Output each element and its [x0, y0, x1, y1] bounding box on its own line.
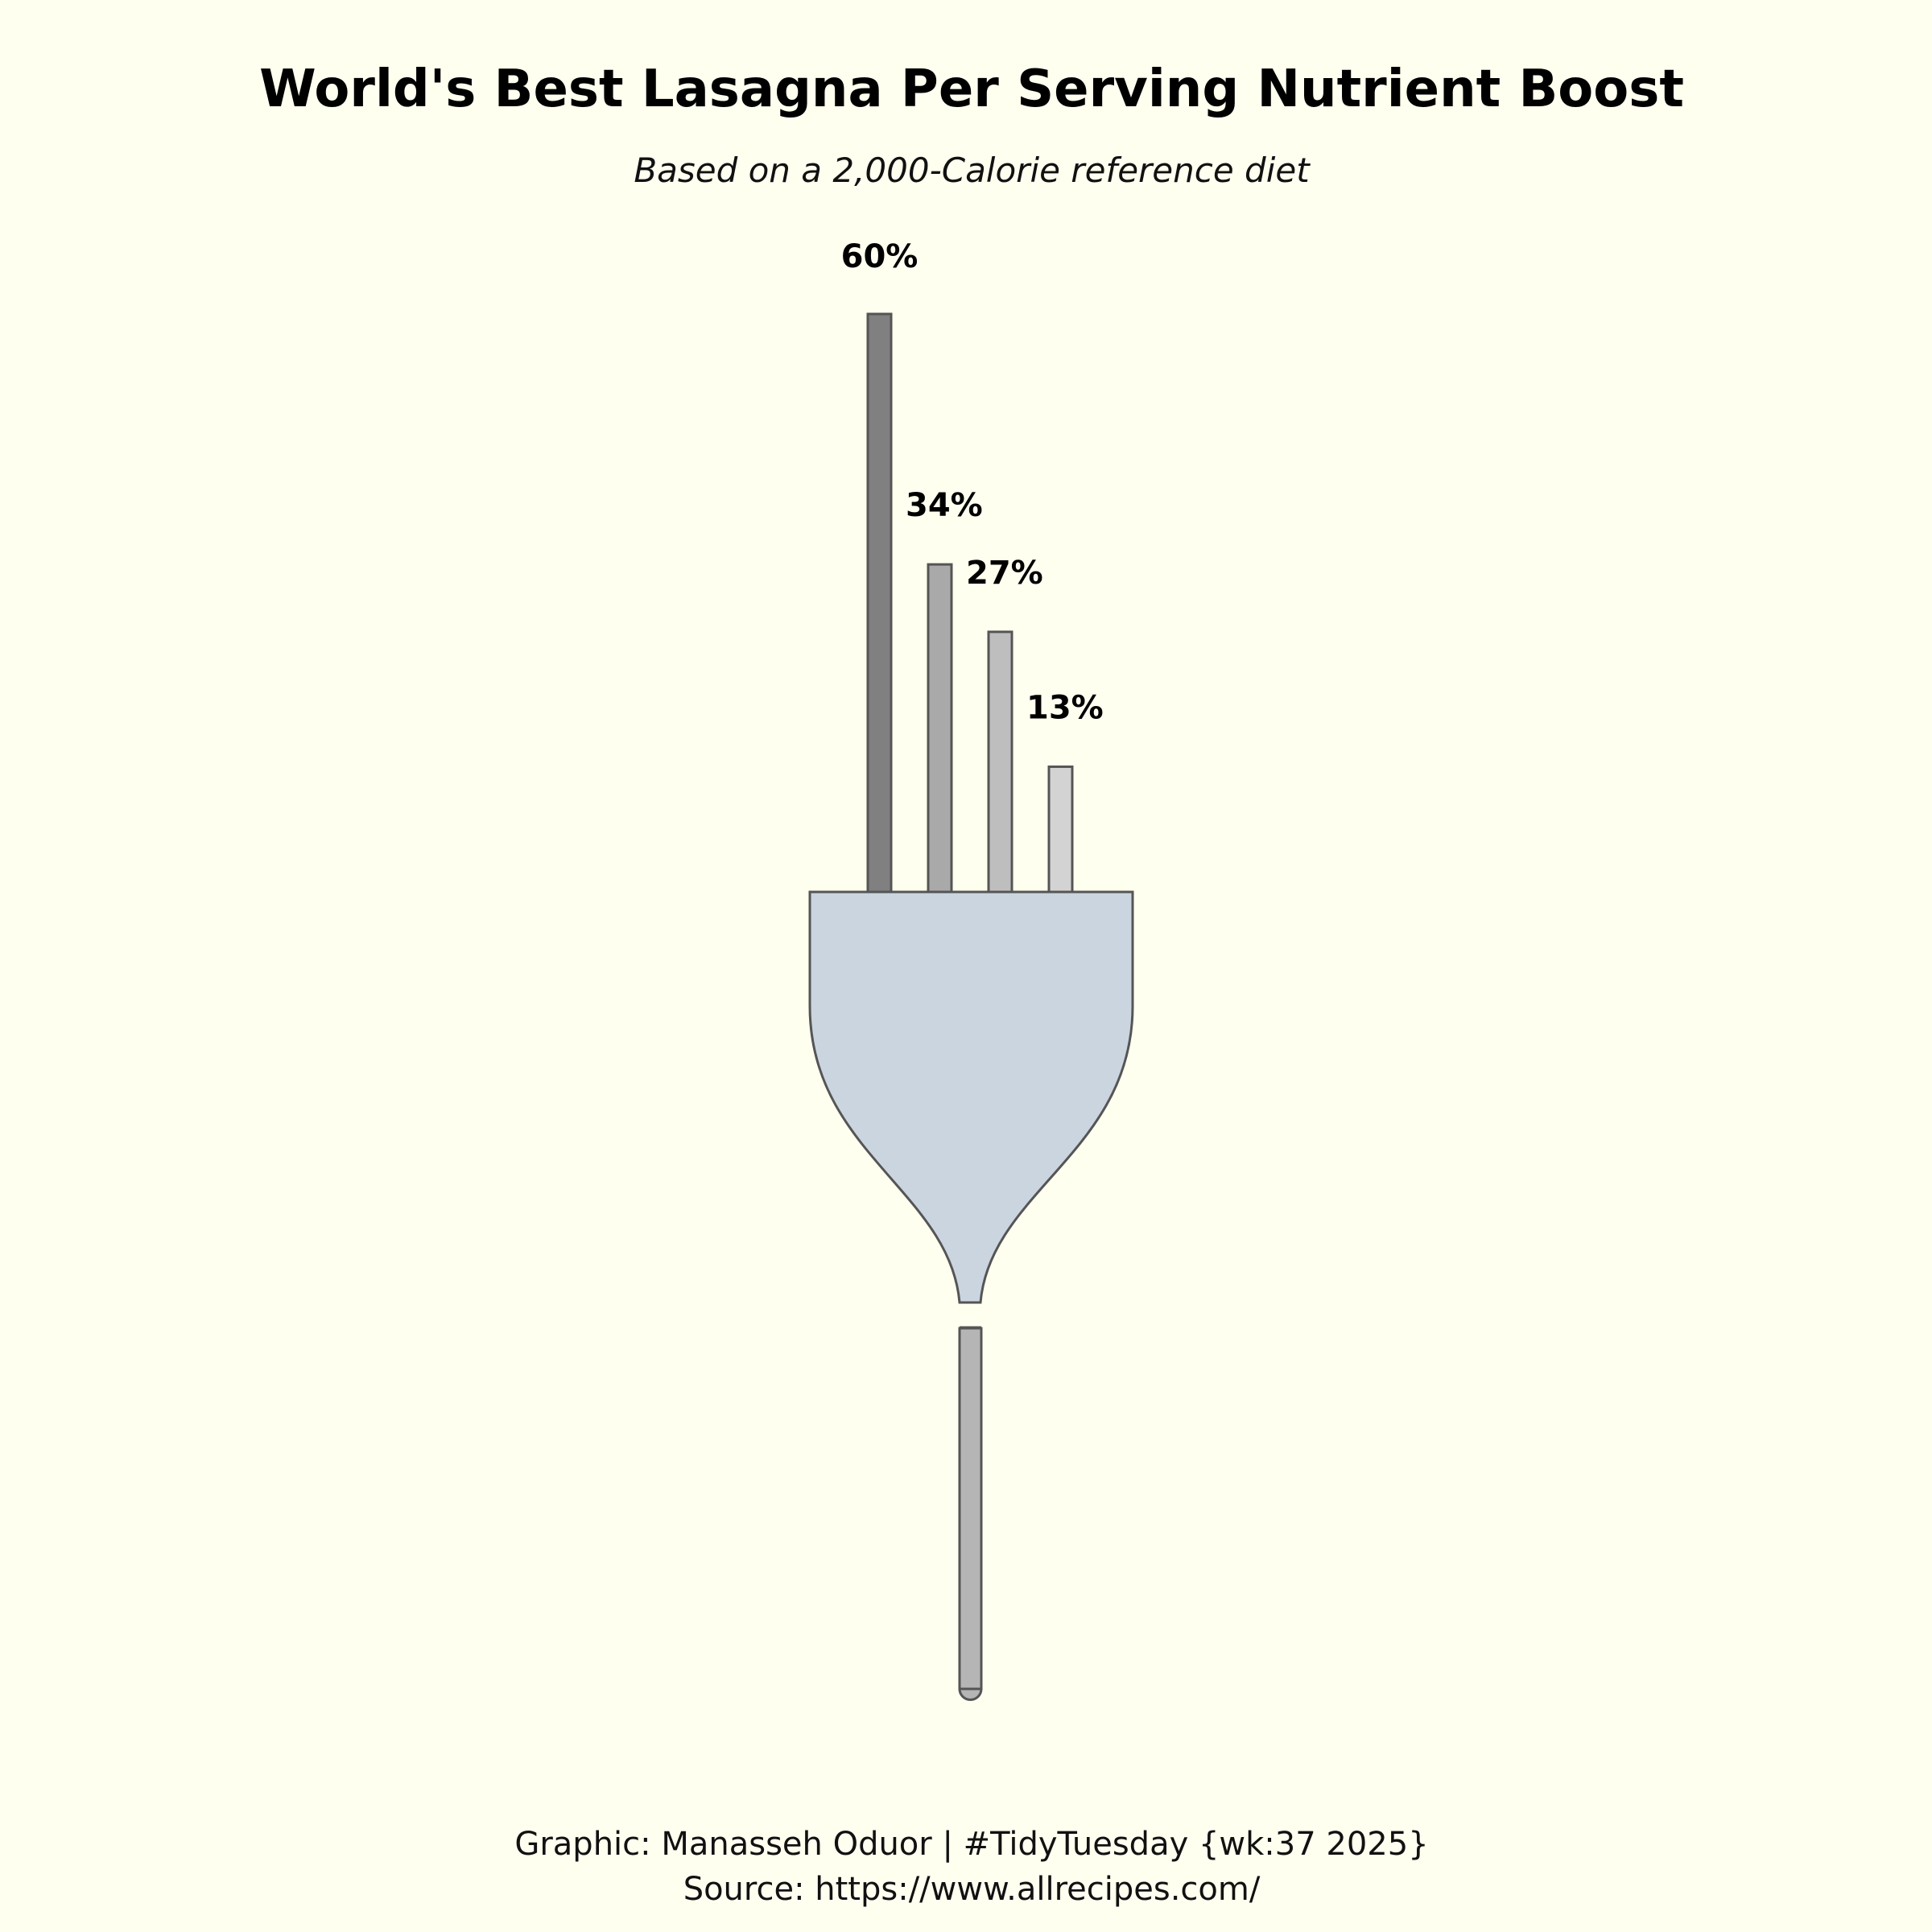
- bar-label-4: 13%: [1026, 689, 1104, 726]
- caption-credit: Graphic: Manasseh Oduor | #TidyTuesday {…: [514, 1826, 1428, 1863]
- fork-handle-tip: [958, 1687, 983, 1701]
- fork-handle-shape: [958, 1327, 983, 1690]
- fork-head-shape: [808, 890, 1134, 1304]
- bar-2: [927, 563, 953, 894]
- bar-3: [987, 630, 1013, 894]
- bars-group: [866, 312, 1074, 894]
- chart-subtitle: Based on a 2,000-Calorie reference diet: [634, 151, 1311, 190]
- bar-label-3: 27%: [966, 555, 1043, 592]
- caption-source: Source: https://www.allrecipes.com/: [683, 1871, 1261, 1908]
- bar-label-1: 60%: [841, 238, 919, 275]
- bar-label-2: 34%: [906, 487, 983, 524]
- bar-labels-group: 60% 34% 27% 13%: [841, 238, 1104, 726]
- bar-1: [866, 312, 893, 894]
- bar-4: [1047, 765, 1074, 894]
- chart-title: World's Best Lasagna Per Serving Nutrien…: [259, 60, 1684, 119]
